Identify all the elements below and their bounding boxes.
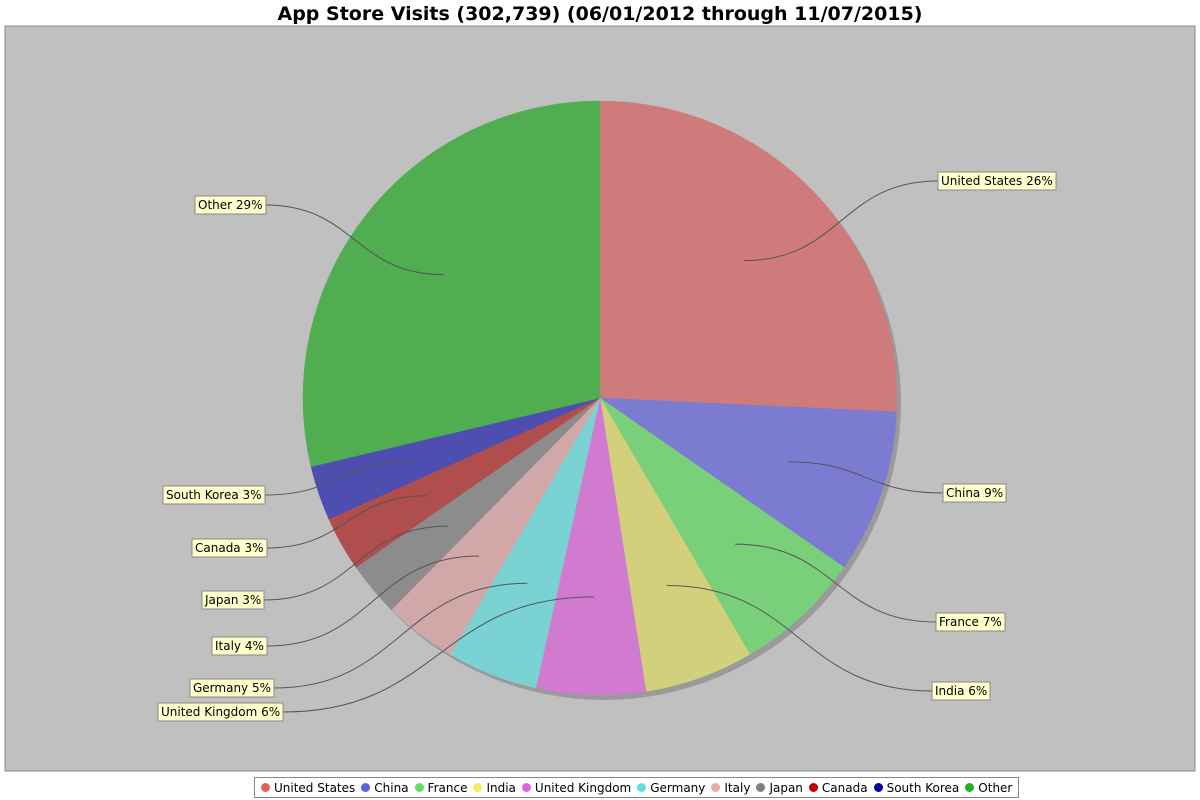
- slice-leader-line: [266, 495, 427, 549]
- legend-swatch: [756, 783, 766, 792]
- slice-label: Germany 5%: [193, 681, 271, 695]
- legend-item: Japan: [756, 780, 803, 795]
- legend-swatch: [261, 783, 270, 792]
- slice-label-box: [211, 636, 268, 656]
- legend: United States China France India United King…: [254, 777, 1020, 798]
- slice-leader-line: [735, 543, 937, 623]
- slice-leader-line: [274, 582, 528, 689]
- legend-swatch: [473, 783, 483, 792]
- legend-swatch: [711, 783, 721, 792]
- slice-label: South Korea 3%: [166, 488, 262, 502]
- slice-label-box: [191, 538, 268, 558]
- pie-slice-china: [599, 397, 897, 568]
- legend-swatch: [965, 783, 975, 792]
- legend-label: China: [374, 780, 409, 795]
- legend-swatch: [873, 783, 883, 792]
- legend-item: Germany: [637, 781, 705, 795]
- legend-item: France: [414, 780, 468, 795]
- legend-label: India: [486, 780, 516, 795]
- legend-item: South Korea: [873, 780, 960, 795]
- legend-label: France: [427, 780, 468, 795]
- slice-label: India 6%: [935, 684, 987, 698]
- slice-label: China 9%: [946, 486, 1003, 500]
- legend-swatch: [361, 783, 371, 792]
- slice-label-box: [201, 590, 265, 610]
- slice-label-box: [162, 485, 266, 505]
- chart-title: App Store Visits (302,739) (06/01/2012 t…: [277, 3, 923, 25]
- legend-label: United Kingdom: [534, 780, 632, 795]
- legend-label: Italy: [724, 780, 751, 795]
- legend-item: United Kingdom: [521, 780, 632, 795]
- slice-label-box: [931, 681, 991, 701]
- slice-leader-line: [265, 204, 444, 276]
- legend-swatch: [521, 783, 531, 792]
- pie-slice-united-states: [599, 100, 898, 413]
- legend-item: United States: [261, 781, 355, 795]
- slice-leader-line: [666, 584, 933, 692]
- slice-label-box: [935, 612, 1006, 632]
- pie-slice-france: [599, 397, 845, 655]
- slice-label: France 7%: [939, 615, 1002, 629]
- slice-label: Other 29%: [198, 198, 263, 212]
- legend-item: Italy: [711, 781, 750, 795]
- legend-item: India: [473, 780, 516, 795]
- legend-swatch: [637, 783, 647, 792]
- slice-label-box: [194, 195, 267, 215]
- legend-label: Japan: [769, 780, 803, 795]
- legend-label: Germany: [650, 780, 706, 795]
- slice-label: Canada 3%: [195, 541, 264, 555]
- legend-label: United States: [274, 780, 356, 795]
- legend-item: Other: [965, 781, 1012, 795]
- slice-label-box: [157, 702, 284, 722]
- slice-label-box: [189, 678, 275, 698]
- legend-swatch: [808, 783, 818, 792]
- legend-swatch: [414, 783, 424, 792]
- slice-label: United States 26%: [941, 174, 1053, 188]
- pie-slice-other: [302, 100, 601, 467]
- legend-label: Other: [978, 780, 1013, 795]
- slice-label: Japan 3%: [204, 593, 261, 607]
- legend-item: Canada: [808, 780, 868, 795]
- slice-leader-line: [283, 596, 594, 713]
- slice-leader-line: [264, 461, 412, 496]
- legend-label: South Korea: [886, 780, 960, 795]
- slice-label-box: [937, 171, 1057, 191]
- slice-leader-line: [266, 555, 480, 647]
- slice-leader-line: [264, 525, 448, 601]
- slice-leader-line: [743, 180, 939, 262]
- slice-label: Italy 4%: [215, 639, 264, 653]
- legend-label: Canada: [821, 780, 868, 795]
- slice-label-box: [942, 483, 1007, 503]
- slice-label: United Kingdom 6%: [161, 705, 280, 719]
- slice-leader-line: [788, 461, 944, 494]
- legend-item: China: [361, 780, 409, 795]
